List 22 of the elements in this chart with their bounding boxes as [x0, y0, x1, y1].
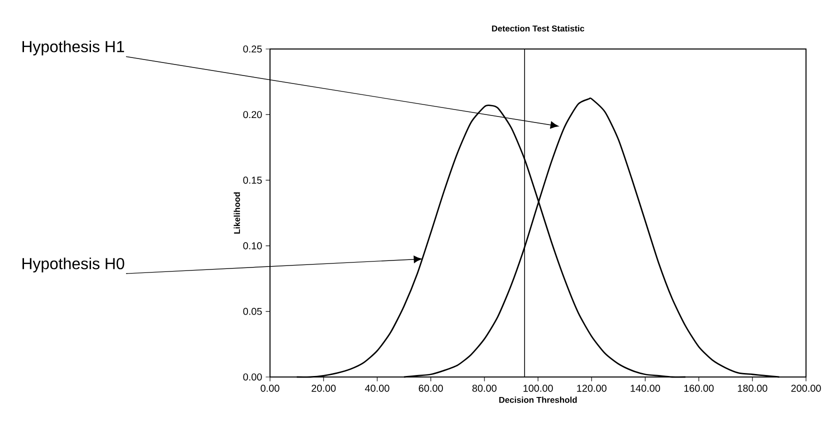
x-axis-title: Decision Threshold	[499, 396, 577, 403]
x-tick-label: 0.00	[260, 384, 280, 392]
y-tick-label: 0.05	[243, 308, 262, 315]
x-tick-label: 160.00	[684, 384, 714, 392]
x-tick-label: 80.00	[472, 384, 496, 392]
y-tick-label: 0.10	[243, 242, 262, 250]
x-tick-label: 20.00	[312, 384, 336, 392]
x-tick-label: 40.00	[364, 384, 390, 392]
x-tick-label: 200.00	[791, 384, 821, 392]
annotation: Hypothesis H0	[22, 258, 124, 272]
annotation: Hypothesis H1	[22, 40, 124, 56]
y-tick-label: 0.15	[243, 176, 262, 184]
y-axis-title: Likelihood	[234, 192, 240, 234]
y-tick-label: 0.25	[243, 45, 262, 53]
y-tick-label: 0.00	[243, 373, 262, 381]
x-tick-label: 60.00	[418, 384, 443, 392]
y-tick-label: 0.20	[243, 111, 262, 118]
x-tick-label: 180.00	[738, 384, 768, 392]
x-tick-label: 140.00	[630, 384, 660, 392]
x-tick-label: 120.00	[577, 384, 606, 392]
x-tick-label: 100.00	[524, 384, 553, 392]
chart-title: Detection Test Statistic	[492, 25, 584, 32]
